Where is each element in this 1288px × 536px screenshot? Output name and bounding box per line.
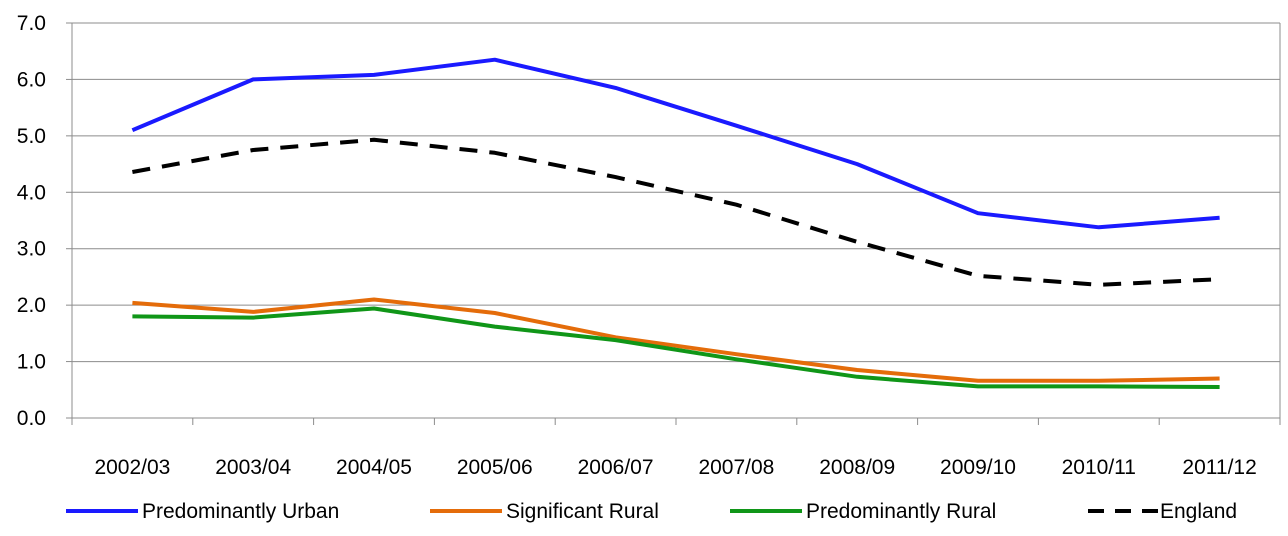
legend-label: England <box>1160 500 1237 523</box>
y-tick-label: 3.0 <box>17 238 46 261</box>
legend: Predominantly Urban Significant Rural Pred… <box>66 500 1237 523</box>
x-tick-label: 2007/08 <box>698 456 774 479</box>
x-tick-label: 2004/05 <box>336 456 412 479</box>
legend-label: Predominantly Rural <box>806 500 996 523</box>
x-tick-label: 2002/03 <box>94 456 170 479</box>
x-tick-label: 2008/09 <box>819 456 895 479</box>
x-tick-label: 2010/11 <box>1062 456 1136 479</box>
x-tick-label: 2011/12 <box>1182 456 1256 479</box>
y-tick-label: 2.0 <box>17 294 46 317</box>
series-line-england <box>132 137 1220 287</box>
y-tick-label: 4.0 <box>17 181 46 204</box>
series-line-significant-rural <box>132 297 1220 383</box>
legend-label: Predominantly Urban <box>142 500 339 523</box>
x-tick-label: 2005/06 <box>457 456 533 479</box>
y-tick-label: 0.0 <box>17 407 46 430</box>
series-lines <box>131 57 1220 389</box>
x-tick-label: 2003/04 <box>215 456 291 479</box>
y-tick-label: 7.0 <box>17 12 46 35</box>
y-tick-label: 6.0 <box>17 68 46 91</box>
axes: 0.0 1.0 2.0 3.0 4.0 5.0 6.0 7.0 2002/03 2003/04 20… <box>17 12 1281 479</box>
series-line-predominantly-urban <box>131 57 1220 230</box>
series-line-predominantly-rural <box>132 306 1220 389</box>
x-tick-label: 2009/10 <box>940 456 1016 479</box>
legend-label: Significant Rural <box>506 500 659 523</box>
y-tick-label: 5.0 <box>17 125 46 148</box>
y-tick-label: 1.0 <box>17 351 46 374</box>
x-tick-label: 2006/07 <box>578 456 654 479</box>
